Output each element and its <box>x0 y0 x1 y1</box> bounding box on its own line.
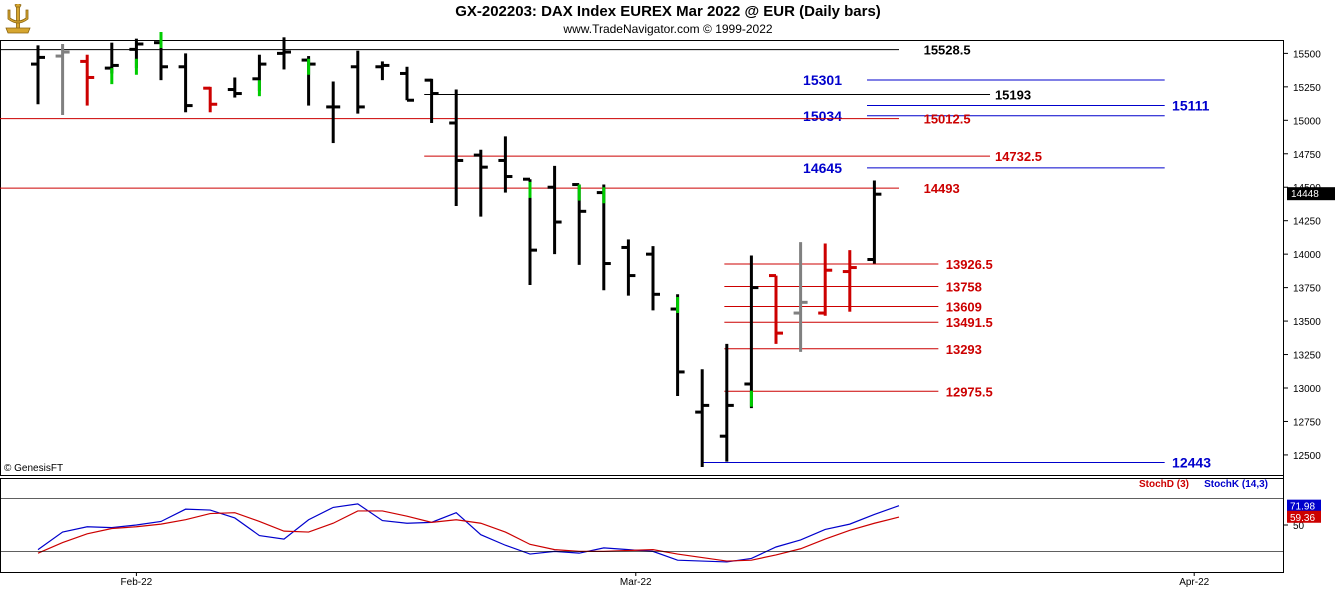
y-axis-area <box>1283 40 1336 572</box>
last-price-badge <box>1287 187 1335 201</box>
level-label: 15111 <box>1172 97 1210 113</box>
level-label: 15034 <box>803 108 842 124</box>
level-label: 14645 <box>803 160 842 176</box>
y-tick-label: 13250 <box>1293 351 1321 362</box>
chart-header: GX-202203: DAX Index EUREX Mar 2022 @ EU… <box>0 0 1336 40</box>
level-label: 13293 <box>946 342 982 357</box>
y-tick-label: 14750 <box>1293 150 1321 161</box>
x-tick-label: Mar-22 <box>620 577 652 588</box>
chart-title: GX-202203: DAX Index EUREX Mar 2022 @ EU… <box>455 3 881 20</box>
chart-subtitle: www.TradeNavigator.com © 1999-2022 <box>563 22 773 36</box>
stoch-legend-k: StochK (14,3) <box>1204 479 1268 490</box>
y-tick-label: 15250 <box>1293 83 1321 94</box>
copyright-label: © GenesisFT <box>4 463 63 474</box>
level-label: 14732.5 <box>995 149 1042 164</box>
x-tick-label: Feb-22 <box>121 577 153 588</box>
stoch-pane <box>0 478 1284 573</box>
stoch-y-tick-label: 50 <box>1293 521 1305 532</box>
y-tick-label: 14250 <box>1293 217 1321 228</box>
stoch-last-badge <box>1287 499 1321 512</box>
stoch-legend-d: StochD (3) <box>1139 479 1189 490</box>
y-tick-label: 13000 <box>1293 384 1321 395</box>
stoch-last-badge <box>1287 510 1321 523</box>
stoch-last-label: 59.36 <box>1290 513 1315 524</box>
x-tick-label: Apr-22 <box>1179 577 1209 588</box>
level-label: 15301 <box>803 72 842 88</box>
stoch-last-label: 71.98 <box>1290 502 1315 513</box>
level-label: 12443 <box>1172 455 1211 471</box>
y-tick-label: 12500 <box>1293 451 1321 462</box>
y-tick-label: 12750 <box>1293 417 1321 428</box>
y-tick-label: 14000 <box>1293 250 1321 261</box>
level-label: 13926.5 <box>946 257 993 272</box>
y-tick-label: 15000 <box>1293 116 1321 127</box>
last-price-label: 14448 <box>1291 189 1319 200</box>
level-label: 13758 <box>946 280 982 295</box>
level-label: 13609 <box>946 299 982 314</box>
level-label: 13491.5 <box>946 315 993 330</box>
y-tick-label: 13750 <box>1293 284 1321 295</box>
level-label: 14493 <box>924 181 960 196</box>
stoch-line <box>37 503 900 563</box>
price-pane <box>0 40 1284 476</box>
y-tick-label: 13500 <box>1293 317 1321 328</box>
stoch-line <box>37 510 900 562</box>
level-label: 12975.5 <box>946 384 993 399</box>
trident-logo-icon <box>5 4 31 34</box>
level-label: 15528.5 <box>924 43 971 58</box>
y-tick-label: 15500 <box>1293 49 1321 60</box>
level-label: 15012.5 <box>924 112 971 127</box>
level-label: 15193 <box>995 87 1031 102</box>
